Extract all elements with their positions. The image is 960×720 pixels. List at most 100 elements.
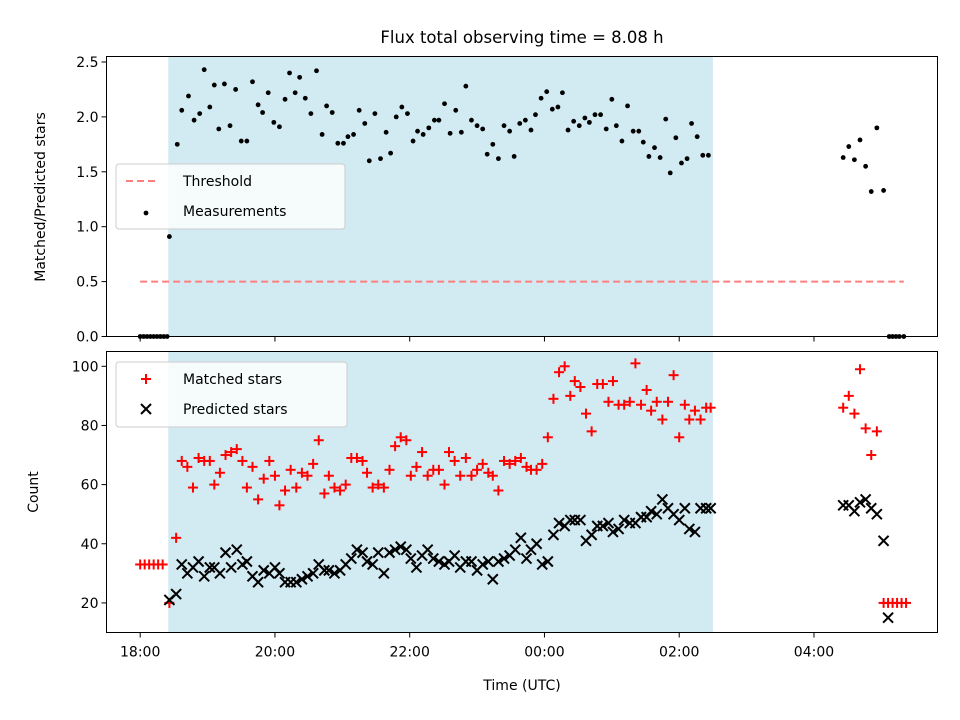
matched-star-marker <box>395 432 406 443</box>
measurement-point <box>667 170 673 176</box>
matched-star-marker <box>619 399 630 410</box>
predicted-star-marker <box>612 523 625 535</box>
predicted-star-marker <box>520 552 533 565</box>
predicted-star-marker <box>301 570 314 583</box>
measurement-point <box>388 150 394 156</box>
matched-star-marker <box>384 464 395 475</box>
measurement-point <box>673 135 679 141</box>
measurement-point <box>447 130 453 136</box>
measurement-point <box>598 112 604 118</box>
predicted-star-marker <box>290 576 302 588</box>
matched-star-marker <box>323 470 334 481</box>
predicted-star-marker <box>323 564 335 577</box>
matched-star-marker <box>351 452 362 463</box>
matched-star-marker <box>586 426 597 437</box>
measurement-point <box>393 114 399 120</box>
measurement-point <box>453 107 459 113</box>
predicted-star-marker <box>307 567 319 580</box>
measurement-point <box>356 107 362 113</box>
matched-star-marker <box>302 470 313 481</box>
predicted-star-marker <box>204 561 216 574</box>
predicted-star-marker <box>372 546 384 559</box>
measurement-point <box>663 116 669 122</box>
matched-star-marker <box>493 485 504 496</box>
predicted-star-marker <box>882 612 894 624</box>
measurement-point <box>166 234 172 239</box>
predicted-star-marker <box>859 493 872 506</box>
measurement-point <box>576 123 582 129</box>
matched-star-marker <box>510 455 521 466</box>
matched-star-marker <box>308 458 319 469</box>
measurement-point <box>426 125 432 131</box>
bottom-y-ticks: 20 40 60 80 100 <box>72 359 107 612</box>
predicted-stars-series <box>163 493 894 624</box>
measurement-point <box>216 126 222 132</box>
predicted-star-marker <box>427 552 439 565</box>
legend-handle <box>140 403 152 415</box>
matched-star-marker <box>237 455 248 466</box>
matched-star-marker <box>581 408 592 419</box>
measurement-point <box>238 138 244 144</box>
measurement-point <box>522 117 528 123</box>
predicted-star-marker <box>645 505 657 517</box>
matched-star-marker <box>455 470 466 481</box>
measurement-point <box>603 126 609 132</box>
measurement-point <box>314 68 319 74</box>
matched-star-marker <box>280 485 291 496</box>
matched-star-marker <box>258 473 269 484</box>
predicted-star-marker <box>854 496 866 509</box>
measurement-point <box>250 79 255 85</box>
measurement-point <box>528 127 534 133</box>
measurement-point <box>507 128 513 134</box>
matched-star-marker <box>401 435 412 446</box>
measurement-point <box>694 134 700 140</box>
matched-star-marker <box>871 426 882 437</box>
measurement-point <box>432 117 437 123</box>
measurement-point <box>613 123 619 129</box>
top-y-axis-label: Matched/Predicted stars <box>33 112 49 282</box>
matched-star-marker <box>636 399 647 410</box>
predicted-star-marker <box>241 555 253 568</box>
measurement-point <box>517 121 523 126</box>
y-tick-label: 0.5 <box>76 275 98 291</box>
predicted-star-marker <box>361 555 373 568</box>
measurement-point <box>244 138 250 144</box>
predicted-star-marker <box>170 588 182 600</box>
matched-star-marker <box>855 364 866 375</box>
legend-box <box>115 361 348 428</box>
predicted-star-marker <box>328 567 341 580</box>
measurement-point <box>544 89 550 95</box>
measurement-point <box>586 119 592 125</box>
measurement-point <box>308 111 314 116</box>
x-tick-label: 20:00 <box>255 645 295 661</box>
measurement-point <box>689 121 694 126</box>
predicted-star-marker <box>273 567 286 580</box>
matched-star-marker <box>838 402 849 413</box>
y-tick-label: 0.0 <box>76 330 98 346</box>
predicted-star-marker <box>176 558 188 571</box>
matched-star-marker <box>264 455 275 466</box>
top-plot-frame <box>106 56 938 337</box>
predicted-star-marker <box>219 546 232 559</box>
measurement-point <box>302 95 308 101</box>
matched-star-marker <box>531 464 542 475</box>
measurement-point <box>378 156 383 162</box>
matched-star-marker <box>705 402 716 413</box>
legend-handle <box>143 210 149 216</box>
matched-star-marker <box>405 470 416 481</box>
predicted-star-marker <box>448 549 461 562</box>
legend-label: Predicted stars <box>183 402 288 418</box>
y-tick-label: 2.0 <box>76 110 98 126</box>
legend-label: Measurements <box>183 204 286 220</box>
measurement-point <box>179 107 185 113</box>
measurement-point <box>625 103 630 109</box>
measurement-point <box>222 81 227 87</box>
matched-star-marker <box>607 376 618 387</box>
measurement-point <box>366 158 372 164</box>
predicted-star-marker <box>640 511 653 523</box>
measurement-point <box>362 121 368 126</box>
matched-star-marker <box>860 423 871 434</box>
matched-star-marker <box>157 559 168 570</box>
matched-star-marker <box>357 455 368 466</box>
